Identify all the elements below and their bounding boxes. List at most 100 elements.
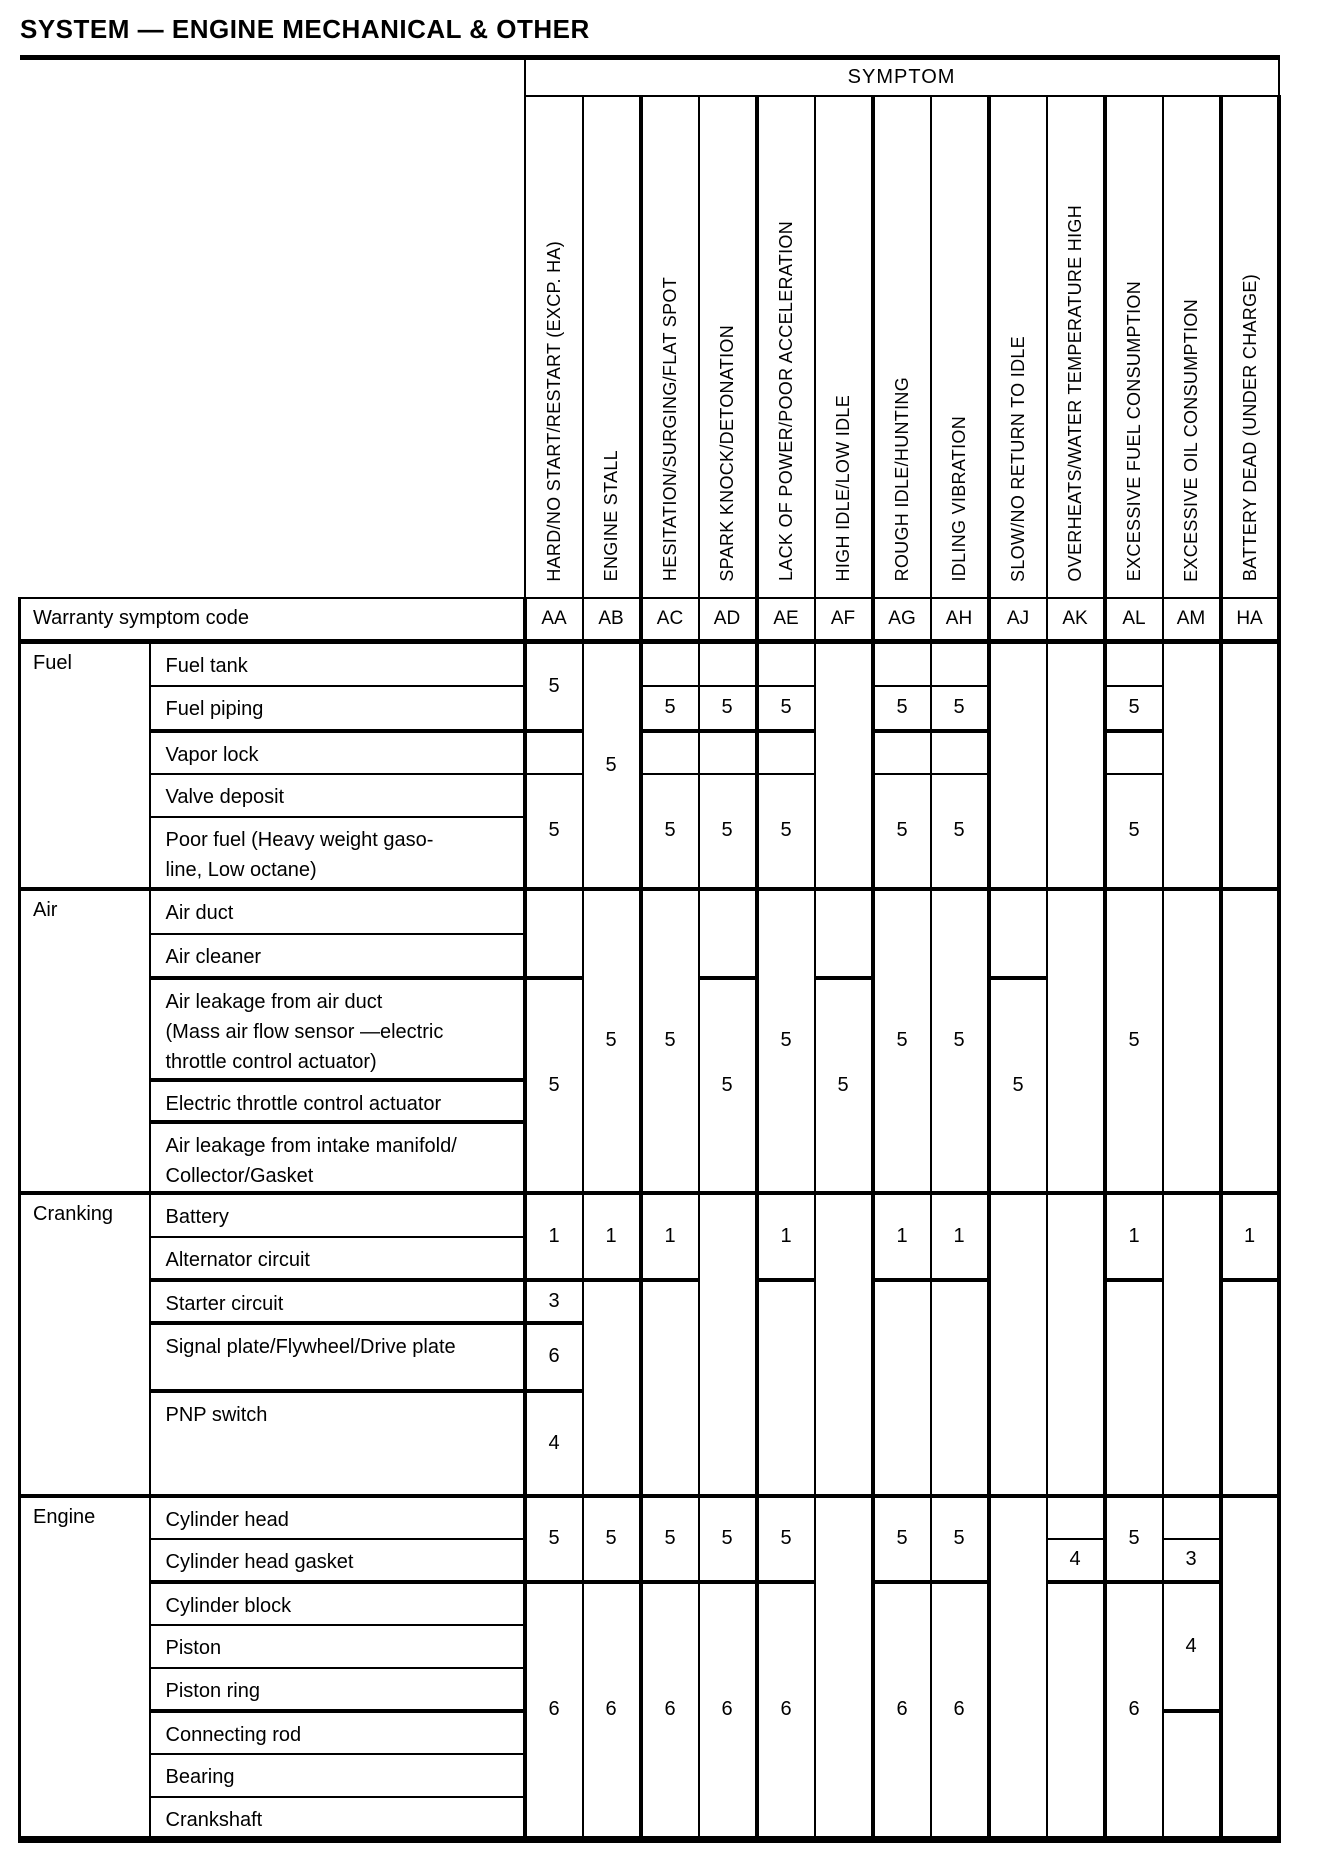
item-cell: Battery — [148, 1191, 527, 1238]
value-cell-AJ — [987, 640, 1048, 890]
value-cell-AL — [1103, 729, 1164, 775]
value-cell-AF — [813, 1191, 875, 1497]
table-row: Starter circuit 3 — [20, 1278, 1281, 1497]
value-cell-AH — [929, 1278, 991, 1497]
section-label-engine: Engine — [18, 1494, 151, 1841]
code-cell-AA: AA — [523, 596, 584, 644]
value-cell-AD — [697, 1191, 759, 1497]
value-cell-AD: 5 — [697, 1494, 759, 1584]
value-cell-AL — [1103, 640, 1164, 687]
section-label-cranking: Cranking — [18, 1191, 151, 1497]
value-cell-AF: 5 — [813, 976, 875, 1194]
item-cell: PNP switch — [148, 1389, 527, 1497]
value-cell-AK — [1045, 640, 1107, 890]
item-cell: Piston — [148, 1623, 527, 1669]
value-cell-AM: 4 — [1161, 1580, 1223, 1713]
table-row: Valve deposit 5 5 5 5 5 5 5 — [20, 772, 1279, 890]
table-row: PNP switch 4 — [20, 1389, 1279, 1497]
table-row: Connecting rod — [20, 1709, 1279, 1841]
value-cell-AE: 1 — [755, 1191, 816, 1282]
value-cell-AB: 5 — [581, 1494, 643, 1584]
symptom-matrix-table: SYMPTOM HARD/NO START/RESTART (EXCP. HA) E… — [18, 55, 1281, 1843]
item-cell: Crankshaft — [148, 1795, 527, 1841]
value-cell-AL: 5 — [1103, 1494, 1164, 1584]
value-cell-AK — [1045, 1580, 1107, 1841]
value-cell-AE — [755, 729, 816, 775]
value-cell-AM — [1161, 1494, 1223, 1540]
value-cell-AH: 5 — [929, 887, 991, 1194]
section-air: Air Air duct 5 5 5 5 5 5 Air cleaner Air leakage … — [18, 887, 1281, 1194]
value-cell-AM — [1161, 640, 1223, 890]
value-cell-AC: 5 — [639, 684, 700, 733]
item-cell: Vapor lock — [148, 729, 527, 775]
column-header-AE: LACK OF POWER/POOR ACCELERATION — [755, 94, 816, 599]
code-cell-AE: AE — [755, 596, 816, 644]
value-cell-AE — [755, 640, 816, 687]
value-cell-AA: 3 — [523, 1278, 584, 1325]
value-cell-AA: 6 — [523, 1321, 584, 1393]
table-row: Air cleaner — [20, 932, 1279, 980]
column-header-label-AJ: SLOW/NO RETURN TO IDLE — [1008, 335, 1028, 582]
value-cell-AF — [813, 887, 875, 980]
column-header-AH: IDLING VIBRATION — [929, 94, 991, 599]
section-label-fuel: Fuel — [18, 640, 151, 890]
column-header-AC: HESITATION/SURGING/FLAT SPOT — [639, 94, 700, 599]
table-row: Alternator circuit — [20, 1235, 1279, 1282]
table-header: SYMPTOM HARD/NO START/RESTART (EXCP. HA) E… — [18, 55, 1281, 644]
value-cell-AD — [697, 729, 759, 775]
value-cell-AC — [639, 640, 700, 687]
value-cell-AG — [871, 1278, 932, 1497]
value-cell-AA — [523, 887, 584, 980]
value-cell-AJ: 5 — [987, 976, 1048, 1194]
column-header-label-AL: EXCESSIVE FUEL CONSUMPTION — [1124, 281, 1144, 582]
item-cell: Air duct — [148, 887, 527, 935]
item-cell: Electric throttle control actuator — [148, 1078, 527, 1124]
value-cell-AE: 5 — [755, 772, 816, 890]
value-cell-AA: 4 — [523, 1389, 584, 1497]
value-cell-AC: 1 — [639, 1191, 700, 1282]
item-cell: Air cleaner — [148, 932, 527, 980]
section-label-air: Air — [18, 887, 151, 1194]
column-header-HA: BATTERY DEAD (UNDER CHARGE) — [1219, 94, 1281, 599]
section-engine: Engine Cylinder head 5 5 5 5 5 5 5 5 Cylinder head… — [18, 1494, 1281, 1841]
table-row: Air Air duct 5 5 5 5 5 5 — [18, 887, 1281, 1194]
table-row: Air leakage from intake manifold/ Collec… — [20, 1120, 1279, 1194]
code-cell-AH: AH — [929, 596, 991, 644]
value-cell-AC: 5 — [639, 887, 700, 1194]
value-cell-AC: 6 — [639, 1580, 700, 1841]
column-header-label-AK: OVERHEATS/WATER TEMPERATURE HIGH — [1065, 204, 1085, 582]
column-header-label-HA: BATTERY DEAD (UNDER CHARGE) — [1239, 274, 1260, 582]
value-cell-AG: 6 — [871, 1580, 932, 1841]
value-cell-AA: 5 — [523, 1494, 584, 1584]
value-cell-AD — [697, 640, 759, 687]
item-cell: Piston ring — [148, 1666, 527, 1713]
value-cell-AM: 3 — [1161, 1537, 1223, 1584]
code-cell-AJ: AJ — [987, 596, 1048, 644]
value-cell-AH — [929, 729, 991, 775]
value-cell-HA — [1219, 640, 1281, 890]
value-cell-AJ — [987, 1191, 1048, 1497]
value-cell-AA: 5 — [523, 976, 584, 1194]
value-cell-HA — [1219, 1494, 1281, 1841]
value-cell-AE: 5 — [755, 887, 816, 1194]
value-cell-AF — [813, 640, 875, 890]
item-cell: Air leakage from intake manifold/ Collec… — [148, 1120, 527, 1194]
column-header-label-AF: HIGH IDLE/LOW IDLE — [833, 395, 853, 582]
value-cell-AB — [581, 1278, 643, 1497]
item-cell: Starter circuit — [148, 1278, 527, 1325]
code-cell-AF: AF — [813, 596, 875, 644]
value-cell-AG — [871, 729, 932, 775]
table-row: Piston ring — [20, 1666, 1279, 1713]
value-cell-AJ — [987, 1494, 1048, 1841]
table-corner-spacer — [19, 55, 526, 599]
code-cell-AC: AC — [639, 596, 700, 644]
value-cell-AM — [1161, 1709, 1223, 1841]
code-cell-AD: AD — [697, 596, 759, 644]
value-cell-AL: 6 — [1103, 1580, 1164, 1841]
column-header-label-AM: EXCESSIVE OIL CONSUMPTION — [1181, 298, 1201, 582]
warranty-code-row: Warranty symptom code AA AB AC AD AE AF AG AH AJ A… — [18, 596, 1281, 644]
table-row: Fuel Fuel tank 5 5 — [18, 640, 1281, 890]
item-cell: Cylinder block — [148, 1580, 527, 1626]
value-cell-AL: 1 — [1103, 1191, 1164, 1282]
column-header-AB: ENGINE STALL — [581, 94, 643, 599]
